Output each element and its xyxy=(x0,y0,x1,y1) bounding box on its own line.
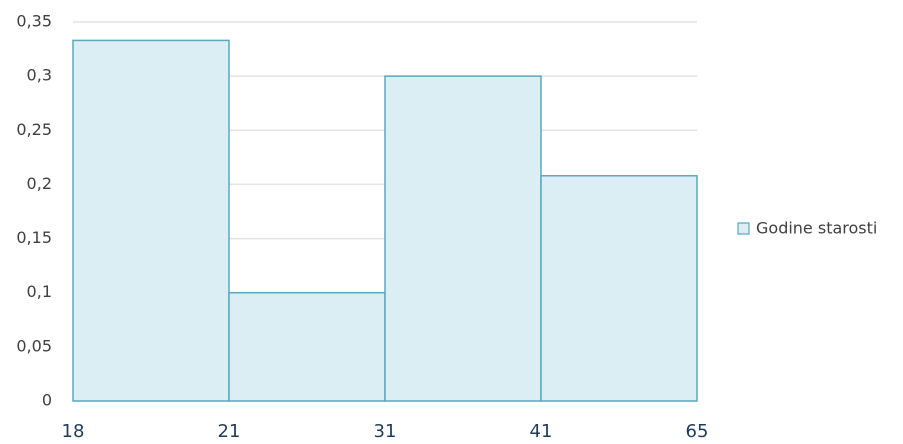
y-tick-label: 0,1 xyxy=(27,282,52,301)
x-tick-label: 31 xyxy=(374,421,397,442)
y-tick-label: 0,3 xyxy=(27,66,52,85)
bar xyxy=(384,75,542,402)
y-tick-label: 0,15 xyxy=(16,228,52,247)
legend-swatch xyxy=(737,222,750,235)
legend-label: Godine starosti xyxy=(756,219,877,238)
x-tick-label: 21 xyxy=(218,421,241,442)
y-tick-label: 0,05 xyxy=(16,336,52,355)
x-tick-label: 18 xyxy=(62,421,85,442)
bar xyxy=(72,39,230,402)
y-tick-label: 0,25 xyxy=(16,120,52,139)
y-tick-label: 0,35 xyxy=(16,12,52,31)
y-tick-label: 0,2 xyxy=(27,174,52,193)
x-tick-label: 65 xyxy=(686,421,709,442)
x-tick-label: 41 xyxy=(530,421,553,442)
bar xyxy=(540,175,698,402)
y-tick-label: 0 xyxy=(42,391,52,410)
bar xyxy=(228,291,386,402)
